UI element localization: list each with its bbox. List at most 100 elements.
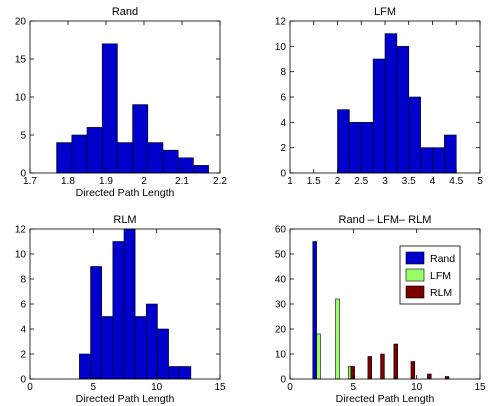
- x-tick-label: 0: [27, 382, 33, 393]
- y-tick-label: 60: [275, 225, 287, 236]
- histogram-bar: [432, 147, 445, 174]
- legend-swatch: [405, 251, 425, 265]
- y-tick-label: 5: [20, 131, 26, 142]
- x-axis-label: Directed Path Length: [336, 393, 435, 405]
- histogram-bar: [335, 298, 340, 380]
- x-tick-label: 5: [91, 382, 97, 393]
- x-tick-label: 2: [141, 176, 147, 187]
- histogram-bar: [408, 96, 421, 174]
- histogram-lfm: 1 1.5 2 2.5 3 3.5 4 4.5 5 0 2 4 6 8 10 12 LFM: [275, 6, 483, 187]
- x-tick-label: 2.5: [354, 176, 368, 187]
- y-tick-label: 20: [275, 325, 287, 336]
- y-tick-label: 6: [20, 300, 26, 311]
- histogram-bar: [123, 228, 136, 380]
- y-tick-label: 6: [280, 93, 286, 104]
- legend-swatch: [405, 268, 425, 282]
- histogram-bar: [384, 33, 398, 174]
- legend-label: RLM: [430, 287, 452, 299]
- histogram-bar: [312, 241, 317, 380]
- x-tick-label: 3: [382, 176, 388, 187]
- histogram-bar: [179, 366, 192, 380]
- histogram-bar: [112, 241, 125, 380]
- histogram-bar: [177, 157, 194, 174]
- histogram-bar: [132, 104, 149, 174]
- histogram-bar: [86, 127, 103, 174]
- histogram-bar: [117, 142, 133, 174]
- y-tick-label: 15: [15, 55, 27, 66]
- y-tick-label: 8: [280, 67, 286, 78]
- histogram-comparison: 0 5 10 15 0 10 20 30 40 50 60 Rand – LFM– RLM Direct…: [275, 214, 486, 405]
- histogram-bar: [101, 43, 118, 174]
- legend-swatch: [405, 285, 425, 299]
- y-tick-label: 30: [275, 300, 287, 311]
- y-tick-label: 0: [20, 169, 26, 180]
- histogram-bar: [444, 134, 457, 174]
- histogram-bar: [349, 122, 362, 174]
- x-tick-label: 1: [287, 176, 293, 187]
- histogram-bar: [168, 366, 181, 380]
- y-tick-label: 20: [15, 17, 27, 28]
- legend-label: LFM: [430, 270, 451, 282]
- histogram-bar: [396, 46, 410, 174]
- y-tick-label: 4: [20, 325, 26, 336]
- x-tick-label: 5: [477, 176, 483, 187]
- panel-title: Rand – LFM– RLM: [339, 214, 432, 226]
- x-tick-label: 15: [214, 382, 226, 393]
- y-tick-label: 2: [280, 143, 286, 154]
- x-tick-label: 1.7: [23, 176, 37, 187]
- histogram-bar: [393, 343, 398, 380]
- histogram-bar: [56, 142, 73, 174]
- x-axis-label: Directed Path Length: [76, 187, 175, 199]
- y-tick-label: 0: [20, 375, 26, 386]
- histogram-bar: [367, 356, 372, 380]
- histogram-bar: [350, 366, 355, 380]
- panel-title: RLM: [113, 214, 136, 226]
- x-tick-label: 2.1: [175, 176, 189, 187]
- histogram-bar: [380, 353, 385, 380]
- histogram-bar: [427, 373, 432, 380]
- x-tick-label: 1.5: [307, 176, 321, 187]
- x-tick-label: 3.5: [402, 176, 416, 187]
- histogram-bar: [90, 266, 102, 380]
- histogram-rlm: 0 5 10 15 0 2 4 6 8 10 12 RLM Directed Path Length: [15, 214, 226, 405]
- y-tick-label: 12: [275, 17, 287, 28]
- histogram-bar: [101, 316, 114, 380]
- legend-label: Rand: [430, 253, 455, 265]
- x-tick-label: 2: [335, 176, 341, 187]
- x-tick-label: 2.2: [213, 176, 227, 187]
- y-tick-label: 2: [20, 350, 26, 361]
- x-tick-label: 1.9: [99, 176, 113, 187]
- y-tick-label: 0: [280, 375, 286, 386]
- x-tick-label: 0: [287, 382, 293, 393]
- histogram-bar: [145, 303, 158, 380]
- x-tick-label: 5: [351, 382, 357, 393]
- x-axis-label: Directed Path Length: [76, 393, 175, 405]
- panel-title: LFM: [374, 6, 396, 18]
- histogram-bar: [157, 328, 169, 380]
- histogram-rand: 1.7 1.8 1.9 2 2.1 2.2 0 5 10 15 20 Rand Directed Pat…: [15, 6, 228, 199]
- histogram-bar: [162, 149, 179, 174]
- histogram-bar: [79, 353, 91, 380]
- y-tick-label: 8: [20, 275, 26, 286]
- histogram-bar: [147, 142, 164, 174]
- histogram-bar: [360, 122, 374, 174]
- x-tick-label: 1.8: [61, 176, 75, 187]
- y-tick-label: 12: [15, 225, 27, 236]
- y-tick-label: 10: [275, 350, 287, 361]
- x-tick-label: 4: [430, 176, 436, 187]
- histogram-bar: [337, 109, 350, 174]
- x-tick-label: 4.5: [449, 176, 463, 187]
- panel-title: Rand: [112, 6, 138, 18]
- y-tick-label: 10: [275, 42, 287, 53]
- x-tick-label: 10: [151, 382, 163, 393]
- histogram-bar: [420, 147, 433, 174]
- histogram-bar: [316, 333, 321, 380]
- histogram-bar: [372, 58, 386, 174]
- x-tick-label: 10: [411, 382, 423, 393]
- histogram-bar: [134, 316, 147, 380]
- y-tick-label: 0: [280, 169, 286, 180]
- y-tick-label: 10: [15, 93, 27, 104]
- y-tick-label: 10: [15, 250, 27, 261]
- x-tick-label: 15: [474, 382, 486, 393]
